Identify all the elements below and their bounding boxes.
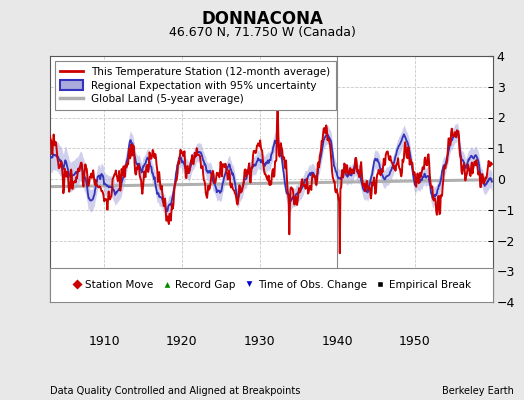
Text: DONNACONA: DONNACONA [201,10,323,28]
Text: Data Quality Controlled and Aligned at Breakpoints: Data Quality Controlled and Aligned at B… [50,386,300,396]
Text: 46.670 N, 71.750 W (Canada): 46.670 N, 71.750 W (Canada) [169,26,355,39]
Text: Berkeley Earth: Berkeley Earth [442,386,514,396]
Legend: This Temperature Station (12-month average), Regional Expectation with 95% uncer: This Temperature Station (12-month avera… [55,61,336,110]
Legend: Station Move, Record Gap, Time of Obs. Change, Empirical Break: Station Move, Record Gap, Time of Obs. C… [68,276,475,294]
